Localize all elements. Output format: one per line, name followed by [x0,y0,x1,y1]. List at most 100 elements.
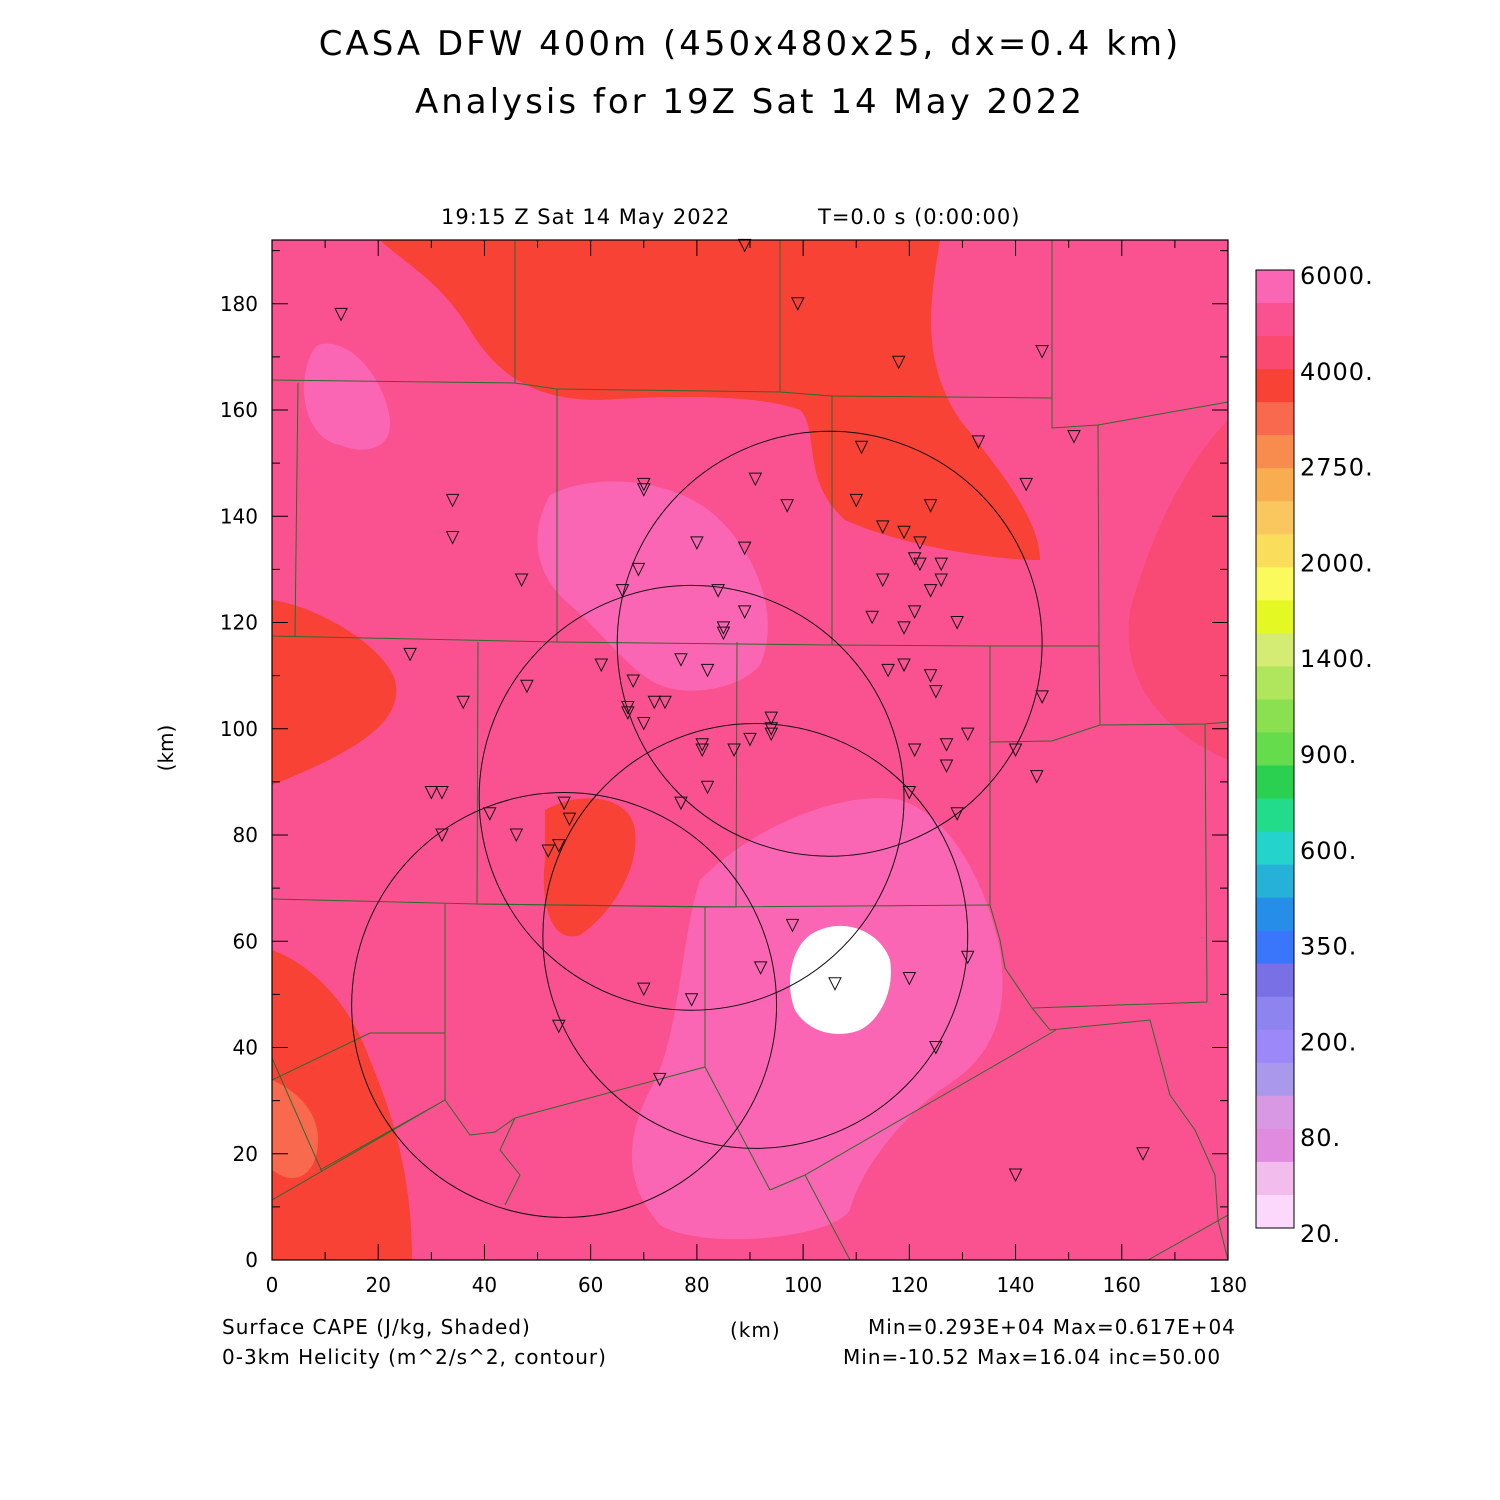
station-marker [674,653,688,667]
colorbar-swatch [1256,798,1294,833]
station-marker [684,993,699,1007]
station-marker [621,706,635,720]
station-marker [960,950,975,965]
station-marker [934,557,949,572]
station-marker [334,307,348,322]
colorbar-label: 20. [1300,1220,1341,1248]
station-marker [907,743,922,758]
station-marker [626,674,640,689]
cape-red-region-southwest [272,950,412,1260]
colorbar-swatch [1256,1161,1294,1196]
shaded-field-label: Surface CAPE (J/kg, Shaded) [222,1315,531,1339]
station-marker [716,621,731,635]
cape-red-region-north [380,240,1040,560]
station-marker [875,520,890,534]
radar-ring [616,430,1043,857]
x-tick-label: 60 [578,1273,603,1297]
station-marker [456,695,471,710]
colorbar-swatch [1256,402,1294,436]
colorbar-swatch [1256,897,1294,932]
y-tick-label: 40 [233,1036,258,1060]
station-marker [913,557,927,572]
station-marker [950,807,964,821]
x-tick-label: 80 [684,1273,709,1297]
station-marker [711,584,725,598]
station-marker [716,626,731,641]
station-marker [875,573,890,588]
county-boundaries [272,240,1228,1260]
colorbar-label: 900. [1300,741,1357,769]
colorbar-swatch [1256,765,1294,800]
station-marker [913,536,927,550]
colorbar-swatch [1256,1029,1294,1064]
station-marker [551,1019,566,1034]
x-tick-label: 120 [890,1273,928,1297]
cape-high-region-central [537,481,768,691]
station-marker [939,759,954,774]
y-tick-label: 80 [233,823,258,847]
station-marker [737,541,752,556]
station-marker [700,663,715,678]
station-marker [854,440,869,455]
y-axis-label: (km) [154,725,178,772]
colorbar-swatch [1256,1128,1294,1163]
station-marker [727,743,741,758]
station-marker [557,796,571,811]
station-marker [891,355,906,370]
station-marker [897,621,911,635]
x-tick-label: 180 [1209,1273,1247,1297]
colorbar-swatch [1256,699,1294,733]
radar-ring [351,792,778,1218]
station-marker [1008,743,1023,758]
station-marker [1136,1147,1150,1161]
colorbar-swatch [1256,336,1294,370]
radar-ring [478,584,905,1011]
colorbar-swatch [1256,435,1294,469]
valid-time-label: 19:15 Z Sat 14 May 2022 [441,205,731,229]
station-marker [960,727,975,742]
station-marker [647,695,662,710]
station-marker [907,552,922,566]
station-marker [737,605,752,619]
cape-max-region [790,925,891,1034]
station-marker [1008,1168,1023,1183]
station-markers [334,238,1150,1183]
station-marker [923,669,938,683]
elapsed-time-label: T=0.0 s (0:00:00) [818,205,1021,229]
station-marker [753,961,768,975]
station-marker [700,780,715,795]
station-marker [631,562,646,577]
y-tick-label: 60 [233,929,258,953]
y-tick-label: 140 [220,504,258,528]
station-marker [865,610,879,625]
colorbar-label: 1400. [1300,645,1374,673]
colorbar-label: 600. [1300,837,1357,865]
colorbar-swatch [1256,369,1294,403]
colorbar-frame [1255,269,1295,1229]
page-subtitle: Analysis for 19Z Sat 14 May 2022 [414,82,1086,122]
station-marker [1019,477,1033,492]
station-marker [636,716,651,731]
station-marker [737,238,752,253]
cape-mid-region-east [1128,420,1228,760]
station-marker [902,971,917,986]
colorbar-swatch [1256,501,1294,535]
y-tick-label: 100 [220,717,258,741]
station-marker [828,977,842,991]
x-axis-label: (km) [730,1318,781,1342]
station-marker [929,685,943,699]
station-marker [1035,345,1049,359]
x-tick-label: 140 [996,1273,1034,1297]
station-marker [929,1041,943,1055]
colorbar-swatch [1256,1062,1294,1097]
x-tick-label: 40 [472,1273,497,1297]
station-marker [923,499,938,513]
station-marker [743,732,757,747]
colorbar-swatch [1256,930,1294,965]
x-tick-label: 0 [266,1273,279,1297]
station-marker [520,679,534,694]
colorbar-swatch [1256,534,1294,568]
colorbar-label: 2000. [1300,549,1374,577]
station-marker [482,807,497,821]
